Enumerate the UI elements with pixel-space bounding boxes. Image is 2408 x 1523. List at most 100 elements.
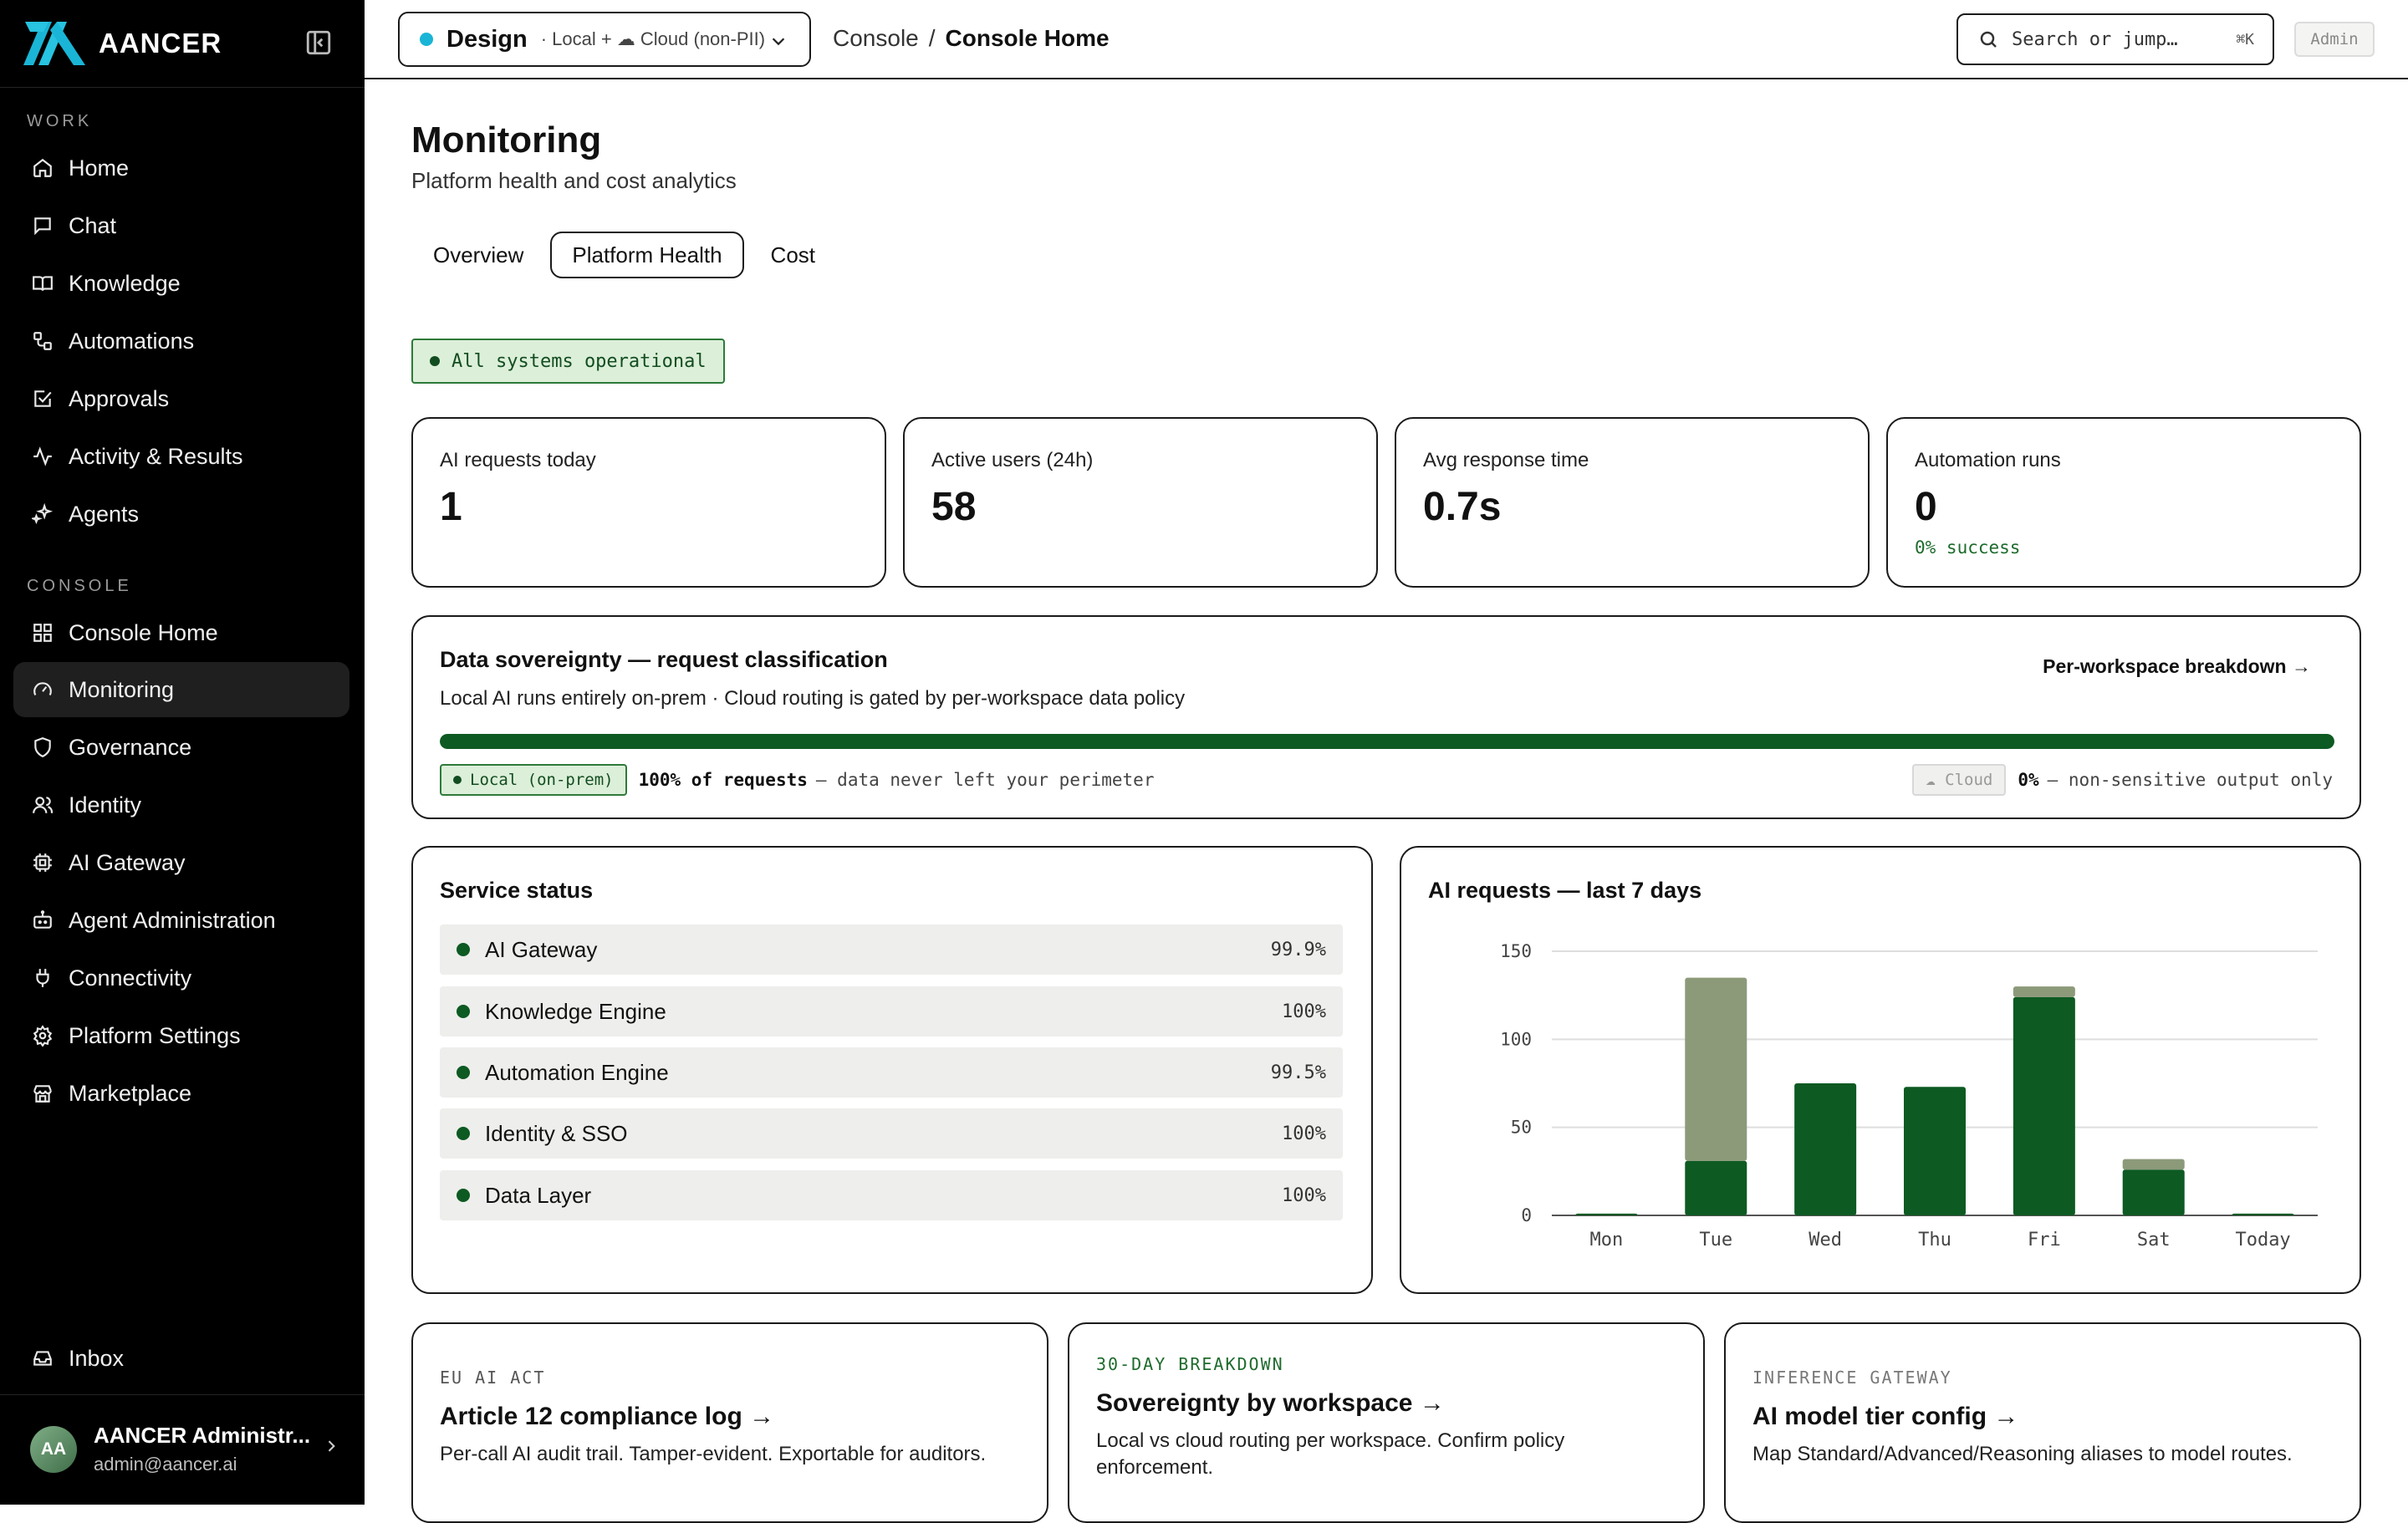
card-description: Local vs cloud routing per workspace. Co… (1096, 1429, 1565, 1479)
link-card-sovereignty-by-workspace[interactable]: 30-DAY BREAKDOWN Sovereignty by workspac… (1068, 1322, 1705, 1523)
service-name: AI Gateway (485, 936, 598, 962)
user-menu[interactable]: AA AANCER Administr... admin@aancer.ai (30, 1423, 339, 1475)
breadcrumb-root[interactable]: Console (833, 25, 919, 51)
service-uptime: 100% (1282, 1123, 1326, 1144)
sidebar-item-ai-gateway[interactable]: AI Gateway (13, 835, 349, 890)
per-workspace-breakdown-link[interactable]: Per-workspace breakdown → (2043, 655, 2311, 677)
chart-x-tick-label: Wed (1809, 1230, 1842, 1250)
sidebar-item-chat[interactable]: Chat (13, 198, 349, 253)
chat-icon (34, 217, 51, 236)
sidebar-item-label: Platform Settings (69, 1022, 241, 1048)
tab-overview[interactable]: Overview (433, 242, 524, 267)
tab-platform-health[interactable]: Platform Health (550, 232, 744, 278)
workspace-selector[interactable]: Design · Local + ☁ Cloud (non-PII) (398, 12, 811, 67)
sidebar-item-label: Connectivity (69, 965, 192, 991)
service-status-dot (457, 1189, 470, 1202)
service-uptime: 100% (1282, 1001, 1326, 1022)
sidebar-item-platform-settings[interactable]: Platform Settings (13, 1008, 349, 1063)
sidebar-item-marketplace[interactable]: Marketplace (13, 1066, 349, 1121)
service-name: Identity & SSO (485, 1120, 628, 1146)
sidebar-item-label: Knowledge (69, 270, 181, 296)
service-status-dot (457, 1066, 470, 1079)
sidebar-item-console-home[interactable]: Console Home (13, 605, 349, 660)
service-status-dot (457, 1127, 470, 1140)
kpi-card-avg-response: Avg response time 0.7s (1395, 417, 1870, 588)
sidebar-item-home[interactable]: Home (13, 140, 349, 196)
shield-icon (34, 737, 51, 758)
chart-bar (2013, 996, 2075, 1215)
chart-x-tick-label: Thu (1918, 1230, 1951, 1250)
status-text: All systems operational (452, 350, 707, 372)
sidebar-item-approvals[interactable]: Approvals (13, 371, 349, 426)
local-dot (453, 776, 462, 784)
service-status-card: Service status AI Gateway 99.9% Knowledg… (411, 846, 1373, 1294)
collapse-sidebar-icon[interactable] (304, 28, 333, 57)
search-input[interactable]: Search or jump… ⌘K (1956, 13, 2274, 65)
sidebar-item-inbox[interactable]: Inbox (13, 1331, 349, 1386)
search-shortcut: ⌘K (2236, 30, 2254, 48)
sidebar-item-governance[interactable]: Governance (13, 720, 349, 775)
tabs: Overview Platform Health Cost (411, 232, 842, 278)
chart-x-tick-label: Mon (1590, 1230, 1624, 1250)
chart-bar (1904, 1087, 1966, 1215)
sidebar-item-agent-administration[interactable]: Agent Administration (13, 893, 349, 948)
service-uptime: 100% (1282, 1184, 1326, 1206)
link-card-compliance-log[interactable]: EU AI ACT Article 12 compliance log → Pe… (411, 1322, 1048, 1523)
sovereignty-card: Data sovereignty — request classificatio… (411, 615, 2361, 819)
sidebar-item-monitoring[interactable]: Monitoring (13, 662, 349, 717)
kpi-value: 0 (1915, 485, 1937, 529)
status-badge: All systems operational (411, 339, 725, 384)
sidebar-item-knowledge[interactable]: Knowledge (13, 256, 349, 311)
service-row-ai-gateway: AI Gateway 99.9% (440, 924, 1343, 975)
chart-bar (2232, 1213, 2294, 1215)
sidebar-item-connectivity[interactable]: Connectivity (13, 950, 349, 1006)
card-eyebrow: 30-DAY BREAKDOWN (1096, 1354, 1284, 1374)
link-card-model-tier-config[interactable]: INFERENCE GATEWAY AI model tier config →… (1724, 1322, 2361, 1523)
local-note: — data never left your perimeter (815, 770, 1155, 790)
kpi-label: AI requests today (440, 449, 596, 471)
store-icon (33, 1085, 52, 1103)
sidebar-item-label: Identity (69, 792, 142, 818)
page-subtitle: Platform health and cost analytics (411, 168, 737, 193)
workspace-status-dot (420, 33, 433, 46)
chart-bar (1685, 977, 1747, 1161)
card-eyebrow: INFERENCE GATEWAY (1752, 1368, 1952, 1388)
tab-cost[interactable]: Cost (770, 242, 816, 267)
chart-x-tick-label: Tue (1699, 1230, 1732, 1250)
aancer-logo-icon (23, 22, 85, 65)
chart-y-tick-label: 0 (1521, 1205, 1532, 1225)
service-status-dot (457, 1005, 470, 1018)
search-icon (1980, 31, 1997, 48)
sidebar-item-label: Agent Administration (69, 907, 276, 933)
plug-icon (36, 969, 49, 987)
cloud-chip: ☁ Cloud (1912, 764, 2007, 796)
local-value: 100% of requests (638, 770, 808, 790)
role-badge: Admin (2294, 22, 2375, 57)
sidebar-item-identity[interactable]: Identity (13, 777, 349, 833)
topbar: Design · Local + ☁ Cloud (non-PII) Conso… (365, 0, 2408, 79)
kpi-sub: 0% success (1915, 537, 2021, 558)
kpi-card-automation-runs: Automation runs 0 0% success (1886, 417, 2361, 588)
service-name: Data Layer (485, 1182, 592, 1208)
chart-y-tick-label: 50 (1511, 1118, 1532, 1138)
sidebar-item-label: Automations (69, 328, 195, 354)
avatar: AA (30, 1425, 77, 1473)
chart-x-tick-label: Fri (2028, 1230, 2061, 1250)
sidebar-item-label: Activity & Results (69, 443, 243, 469)
cloud-note: — non-sensitive output only (2047, 770, 2333, 790)
kpi-label: Automation runs (1915, 449, 2061, 471)
sparkle-icon (32, 503, 54, 525)
sidebar-item-label: Home (69, 155, 130, 181)
sidebar-item-label: Agents (69, 501, 140, 527)
sidebar-item-automations[interactable]: Automations (13, 313, 349, 369)
gear-icon (33, 1025, 53, 1047)
sidebar-item-label: Console Home (69, 619, 218, 645)
service-name: Automation Engine (485, 1059, 669, 1085)
sidebar-item-label: Inbox (69, 1345, 125, 1371)
kpi-card-active-users: Active users (24h) 58 (903, 417, 1378, 588)
sidebar-item-agents[interactable]: Agents (13, 486, 349, 542)
sidebar-item-activity-results[interactable]: Activity & Results (13, 429, 349, 484)
kpi-value: 0.7s (1423, 485, 1502, 529)
service-status-title: Service status (440, 878, 594, 903)
brand[interactable]: AANCER (23, 20, 222, 67)
